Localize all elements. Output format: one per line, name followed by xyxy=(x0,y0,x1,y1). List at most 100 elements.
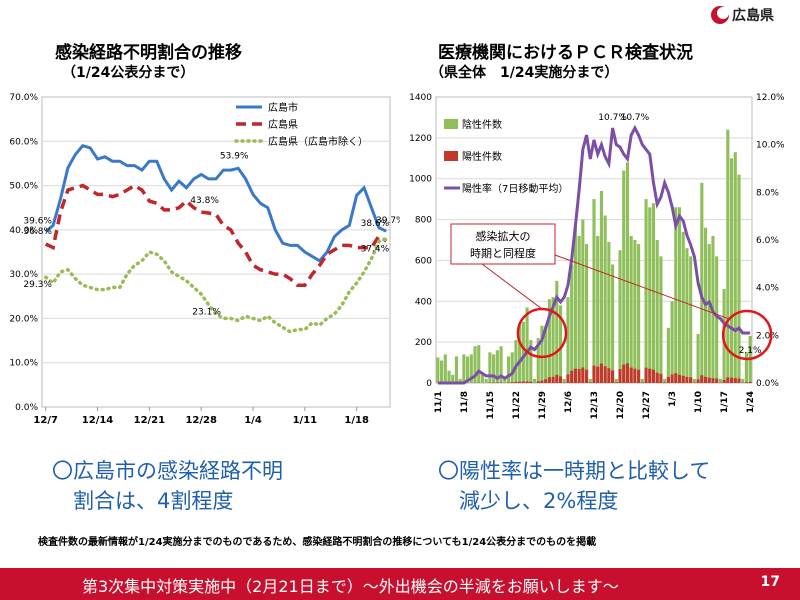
negative-bar xyxy=(611,264,615,383)
positive-bar xyxy=(700,375,704,383)
right-chart-title: 医療機関におけるＰＣＲ検査状況 xyxy=(438,43,693,63)
x-tick-label: 1/17 xyxy=(720,391,730,413)
x-tick-label: 12/13 xyxy=(590,391,600,419)
negative-bar xyxy=(700,182,704,383)
negative-bar xyxy=(492,354,496,383)
x-tick-label: 1/11 xyxy=(293,415,318,426)
pref-emblem-icon xyxy=(711,6,729,24)
data-label: 23.1% xyxy=(192,308,221,318)
positive-bar xyxy=(599,363,603,383)
footer-banner: 第3次集中対策実施中（2月21日まで）～外出機会の半減をお願いします～ 17 xyxy=(0,568,800,600)
left-chart-title: 感染経路不明割合の推移 xyxy=(55,43,242,63)
negative-bar xyxy=(681,231,685,383)
x-tick-label: 1/18 xyxy=(344,415,369,426)
negative-bar xyxy=(655,240,659,383)
right-bullet: 〇陽性率は一時期と比較して 減少し、2%程度 xyxy=(438,456,710,516)
x-tick-label: 11/8 xyxy=(460,391,470,413)
negative-bar xyxy=(577,235,581,383)
negative-bar xyxy=(637,244,641,383)
negative-bar xyxy=(514,340,518,383)
negative-bar xyxy=(585,244,589,383)
positive-bar xyxy=(529,381,533,383)
x-tick-label: 11/1 xyxy=(434,391,444,413)
positive-bar xyxy=(611,370,615,383)
x-tick-label: 1/3 xyxy=(668,391,678,407)
positive-bar xyxy=(737,378,741,383)
negative-bar xyxy=(607,242,611,383)
positive-bar xyxy=(722,379,726,383)
negative-bar xyxy=(540,325,544,383)
negative-bar xyxy=(532,378,537,383)
positive-bar xyxy=(689,377,693,383)
positive-bar xyxy=(648,368,652,383)
negative-bar xyxy=(618,250,622,383)
callout-box xyxy=(450,223,556,265)
data-label: 43.8% xyxy=(190,196,219,206)
positive-bar xyxy=(625,363,630,383)
positive-bar xyxy=(711,378,715,383)
positive-bar xyxy=(614,382,618,383)
positivity-rate-line xyxy=(437,124,751,385)
x-tick-label: 12/20 xyxy=(616,391,626,419)
x-tick-label: 1/4 xyxy=(244,415,262,426)
y-tick-label: 20.0% xyxy=(9,314,38,324)
negative-bar xyxy=(614,378,618,383)
data-note: 検査件数の最新情報が1/24実施分までのものであるため、感染経路不明割合の推移に… xyxy=(38,537,597,548)
negative-bar xyxy=(629,235,633,383)
series-line-1 xyxy=(44,183,388,287)
negative-bar xyxy=(436,357,440,383)
positive-bar xyxy=(685,376,689,383)
legend-label-0: 広島市 xyxy=(268,101,298,114)
y-right-tick-label: 6.0% xyxy=(756,236,779,246)
x-tick-label: 11/29 xyxy=(538,391,548,419)
positive-bar xyxy=(633,368,637,383)
positive-bar xyxy=(581,367,585,383)
negative-bar xyxy=(644,199,648,383)
callout-pointer xyxy=(554,254,730,320)
negative-bar xyxy=(551,297,555,383)
y-right-tick-label: 8.0% xyxy=(756,188,779,198)
y-left-tick-label: 600 xyxy=(415,256,432,266)
negative-bar xyxy=(451,374,455,383)
negative-bar xyxy=(477,345,481,383)
negative-bar xyxy=(480,374,485,383)
series-line-2 xyxy=(43,236,389,334)
negative-bar xyxy=(536,338,540,383)
x-tick-label: 12/27 xyxy=(642,391,652,419)
y-tick-label: 50.0% xyxy=(9,182,38,192)
positive-bar xyxy=(510,382,514,383)
right-bullet-line-2: 減少し、2%程度 xyxy=(438,489,619,513)
positive-bar xyxy=(570,370,574,383)
negative-bar xyxy=(503,378,507,383)
negative-bar xyxy=(666,327,670,383)
positive-bar xyxy=(592,365,596,383)
y-tick-label: 0.0% xyxy=(15,403,38,413)
positive-bar xyxy=(670,374,674,383)
positive-bar xyxy=(677,374,682,383)
data-label: 29.3% xyxy=(23,280,52,290)
negative-bar xyxy=(707,244,711,383)
negative-bar xyxy=(726,129,730,383)
y-right-tick-label: 12.0% xyxy=(756,93,785,103)
negative-bar xyxy=(670,301,674,383)
pcr-test-bar-chart: 1400 1200 1000 800 600 400 200 0 12.0% 10.0% 8.0% 6… xyxy=(409,93,785,419)
y-left-tick-label: 1400 xyxy=(409,93,432,103)
x-tick-label: 12/28 xyxy=(185,415,217,426)
positive-bar xyxy=(729,377,734,383)
positive-bar xyxy=(551,376,555,383)
y-left-tick-label: 400 xyxy=(415,297,432,307)
negative-bar xyxy=(562,378,566,383)
positive-bar xyxy=(674,373,678,383)
x-tick-label: 12/7 xyxy=(33,415,58,426)
data-label: 2.1% xyxy=(739,346,762,356)
positive-bar xyxy=(514,381,518,383)
y-left-tick-label: 200 xyxy=(415,338,432,348)
positive-bar xyxy=(637,369,641,383)
negative-bar xyxy=(506,356,511,383)
data-label: 36.8% xyxy=(23,227,52,237)
x-tick-label: 12/6 xyxy=(564,391,574,413)
negative-bar xyxy=(495,350,499,383)
data-label: 39.6% xyxy=(23,217,52,227)
y-right-tick-label: 4.0% xyxy=(756,284,779,294)
negative-bar xyxy=(581,219,585,383)
